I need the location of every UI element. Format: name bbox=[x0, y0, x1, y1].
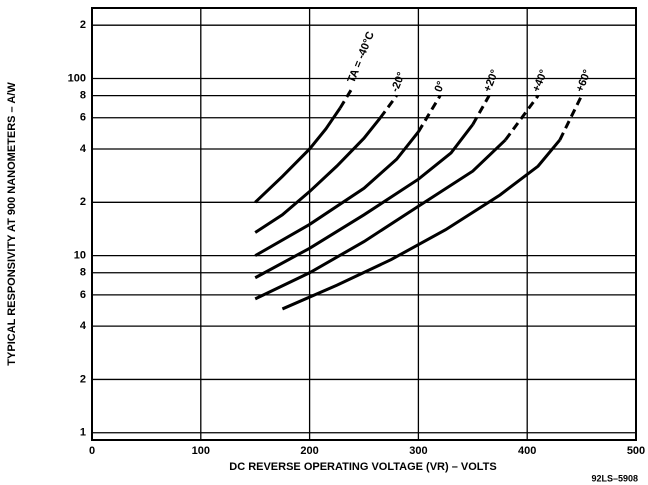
y-tick-label: 2 bbox=[80, 19, 86, 31]
figure-note: 92LS–5908 bbox=[591, 473, 638, 483]
y-tick-label: 2 bbox=[80, 373, 86, 385]
y-tick-label: 100 bbox=[68, 72, 86, 84]
curve-label: TA = -40°C bbox=[345, 30, 376, 85]
x-tick-label: 200 bbox=[300, 445, 318, 457]
curve-dashed bbox=[379, 94, 398, 119]
curve bbox=[254, 123, 474, 280]
plot-frame bbox=[91, 7, 637, 441]
x-tick-label: 0 bbox=[89, 445, 95, 457]
x-tick-label: 500 bbox=[627, 445, 645, 457]
y-tick-label: 4 bbox=[80, 320, 87, 332]
y-tick-label: 8 bbox=[80, 90, 86, 102]
y-tick-label: 10 bbox=[74, 250, 86, 262]
y-tick-label: 6 bbox=[80, 112, 86, 124]
curve-label: +60° bbox=[574, 68, 594, 94]
curve-label: +20° bbox=[481, 68, 501, 94]
x-axis-label: DC REVERSE OPERATING VOLTAGE (VR) – VOLT… bbox=[229, 461, 497, 473]
x-tick-label: 100 bbox=[192, 445, 210, 457]
y-tick-label: 6 bbox=[80, 289, 86, 301]
curve bbox=[281, 138, 561, 311]
curve-label: 0° bbox=[433, 80, 448, 94]
y-tick-label: 1 bbox=[80, 427, 86, 439]
curve bbox=[254, 130, 420, 257]
curve bbox=[254, 138, 507, 301]
curve bbox=[254, 107, 342, 204]
curve-dashed bbox=[471, 94, 491, 126]
x-tick-label: 400 bbox=[518, 445, 536, 457]
curve-dashed bbox=[338, 85, 355, 109]
x-tick-label: 300 bbox=[409, 445, 427, 457]
curve-label: +40° bbox=[530, 68, 550, 94]
curve-dashed bbox=[504, 94, 540, 141]
y-tick-label: 4 bbox=[80, 143, 87, 155]
curve-label: -20° bbox=[389, 71, 408, 94]
y-tick-label: 8 bbox=[80, 267, 86, 279]
curve bbox=[254, 116, 382, 234]
y-tick-label: 2 bbox=[80, 196, 86, 208]
curve-dashed bbox=[558, 94, 583, 141]
curve-dashed bbox=[417, 94, 442, 133]
y-axis-label: TYPICAL RESPONSIVITY AT 900 NANOMETERS –… bbox=[6, 82, 18, 366]
